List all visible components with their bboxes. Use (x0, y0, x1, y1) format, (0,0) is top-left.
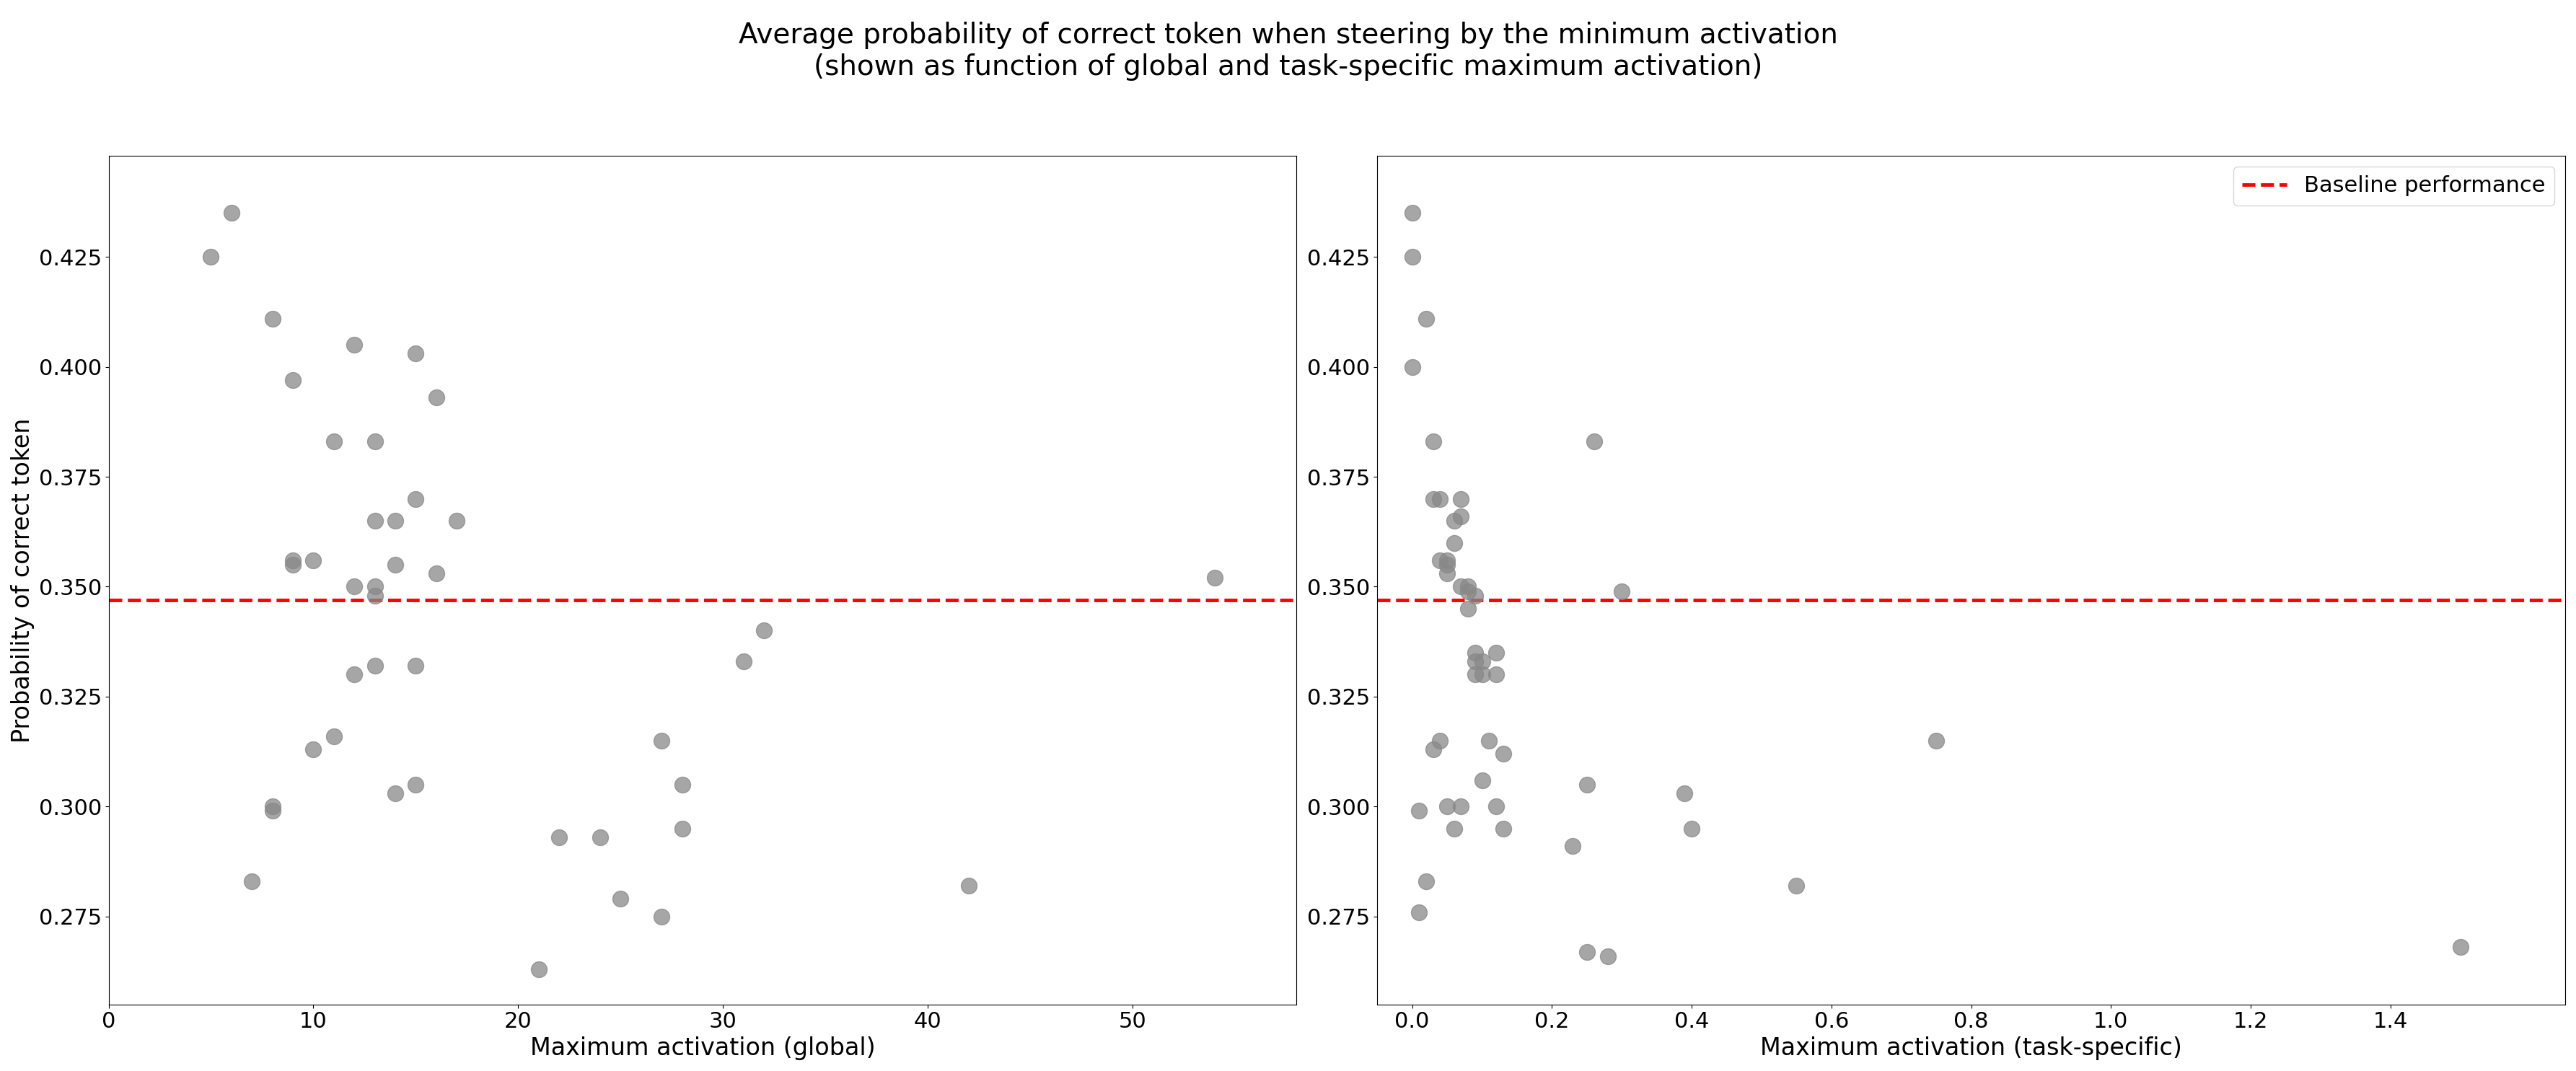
Point (1566, 776, 1607, 794)
Point (1399, 802, 1440, 819)
Point (252, 798, 294, 815)
Point (335, 578, 376, 595)
Point (1427, 564, 1468, 582)
Point (948, 877, 989, 894)
Point (1476, 644, 1517, 661)
Point (252, 310, 294, 327)
Point (1455, 644, 1497, 661)
Point (1440, 491, 1481, 508)
Point (641, 733, 683, 750)
Point (1455, 653, 1497, 670)
Point (641, 908, 683, 925)
Point (1440, 578, 1481, 595)
Point (314, 727, 355, 744)
Point (1432, 512, 1473, 529)
Point (415, 564, 456, 582)
Point (1427, 552, 1468, 569)
Point (335, 336, 376, 353)
Point (1468, 733, 1510, 750)
Point (538, 829, 580, 846)
Point (273, 556, 314, 573)
Point (374, 512, 415, 529)
Point (1481, 820, 1522, 838)
Point (1602, 583, 1643, 600)
Point (662, 776, 703, 794)
Text: Average probability of correct token when steering by the minimum activation
(sh: Average probability of correct token whe… (739, 21, 1837, 80)
Point (1412, 433, 1453, 450)
Point (1448, 583, 1489, 600)
Point (1448, 600, 1489, 617)
Point (355, 433, 397, 450)
Point (1917, 733, 1958, 750)
Point (1672, 820, 1713, 838)
Point (1461, 771, 1502, 788)
Point (374, 785, 415, 802)
Point (1391, 205, 1432, 222)
Point (1432, 820, 1473, 838)
Point (374, 556, 415, 573)
Point (273, 552, 314, 569)
Point (1455, 587, 1497, 604)
Point (744, 622, 786, 639)
Point (1440, 798, 1481, 815)
Point (1574, 433, 1615, 450)
Point (394, 776, 435, 794)
Point (1448, 578, 1489, 595)
Point (273, 372, 314, 389)
Point (294, 552, 335, 569)
Point (1587, 948, 1628, 965)
Point (1391, 359, 1432, 376)
Point (1399, 904, 1440, 921)
Point (1566, 944, 1607, 961)
Point (1406, 873, 1448, 890)
Point (518, 961, 559, 978)
Point (1664, 785, 1705, 802)
Point (232, 873, 273, 890)
Point (394, 491, 435, 508)
Point (1412, 491, 1453, 508)
Point (724, 653, 765, 670)
Point (1432, 534, 1473, 552)
Point (1193, 570, 1234, 587)
Point (600, 890, 641, 907)
Point (1775, 877, 1816, 894)
Point (1391, 248, 1432, 266)
Point (1406, 310, 1448, 327)
Point (580, 829, 621, 846)
Point (314, 433, 355, 450)
X-axis label: Maximum activation (global): Maximum activation (global) (531, 1037, 876, 1060)
Point (335, 666, 376, 683)
Point (1427, 556, 1468, 573)
Point (1553, 838, 1595, 855)
Point (355, 587, 397, 604)
Point (415, 389, 456, 406)
X-axis label: Maximum activation (task-specific): Maximum activation (task-specific) (1759, 1037, 2182, 1060)
Legend: Baseline performance: Baseline performance (2233, 167, 2555, 206)
Point (1455, 666, 1497, 683)
Point (1412, 741, 1453, 758)
Point (211, 205, 252, 222)
Point (1419, 491, 1461, 508)
Point (394, 345, 435, 362)
Point (355, 658, 397, 675)
Point (1481, 745, 1522, 763)
Point (435, 512, 477, 529)
Point (1476, 798, 1517, 815)
Point (662, 820, 703, 838)
Point (294, 741, 335, 758)
Point (1476, 666, 1517, 683)
Point (191, 248, 232, 266)
Point (1419, 552, 1461, 569)
Point (1461, 666, 1502, 683)
Y-axis label: Probability of correct token: Probability of correct token (10, 418, 33, 742)
Point (1440, 508, 1481, 525)
Point (355, 512, 397, 529)
Point (1461, 653, 1502, 670)
Point (2439, 938, 2481, 955)
Point (1419, 733, 1461, 750)
Point (1427, 798, 1468, 815)
Point (355, 578, 397, 595)
Point (394, 658, 435, 675)
Point (252, 802, 294, 819)
